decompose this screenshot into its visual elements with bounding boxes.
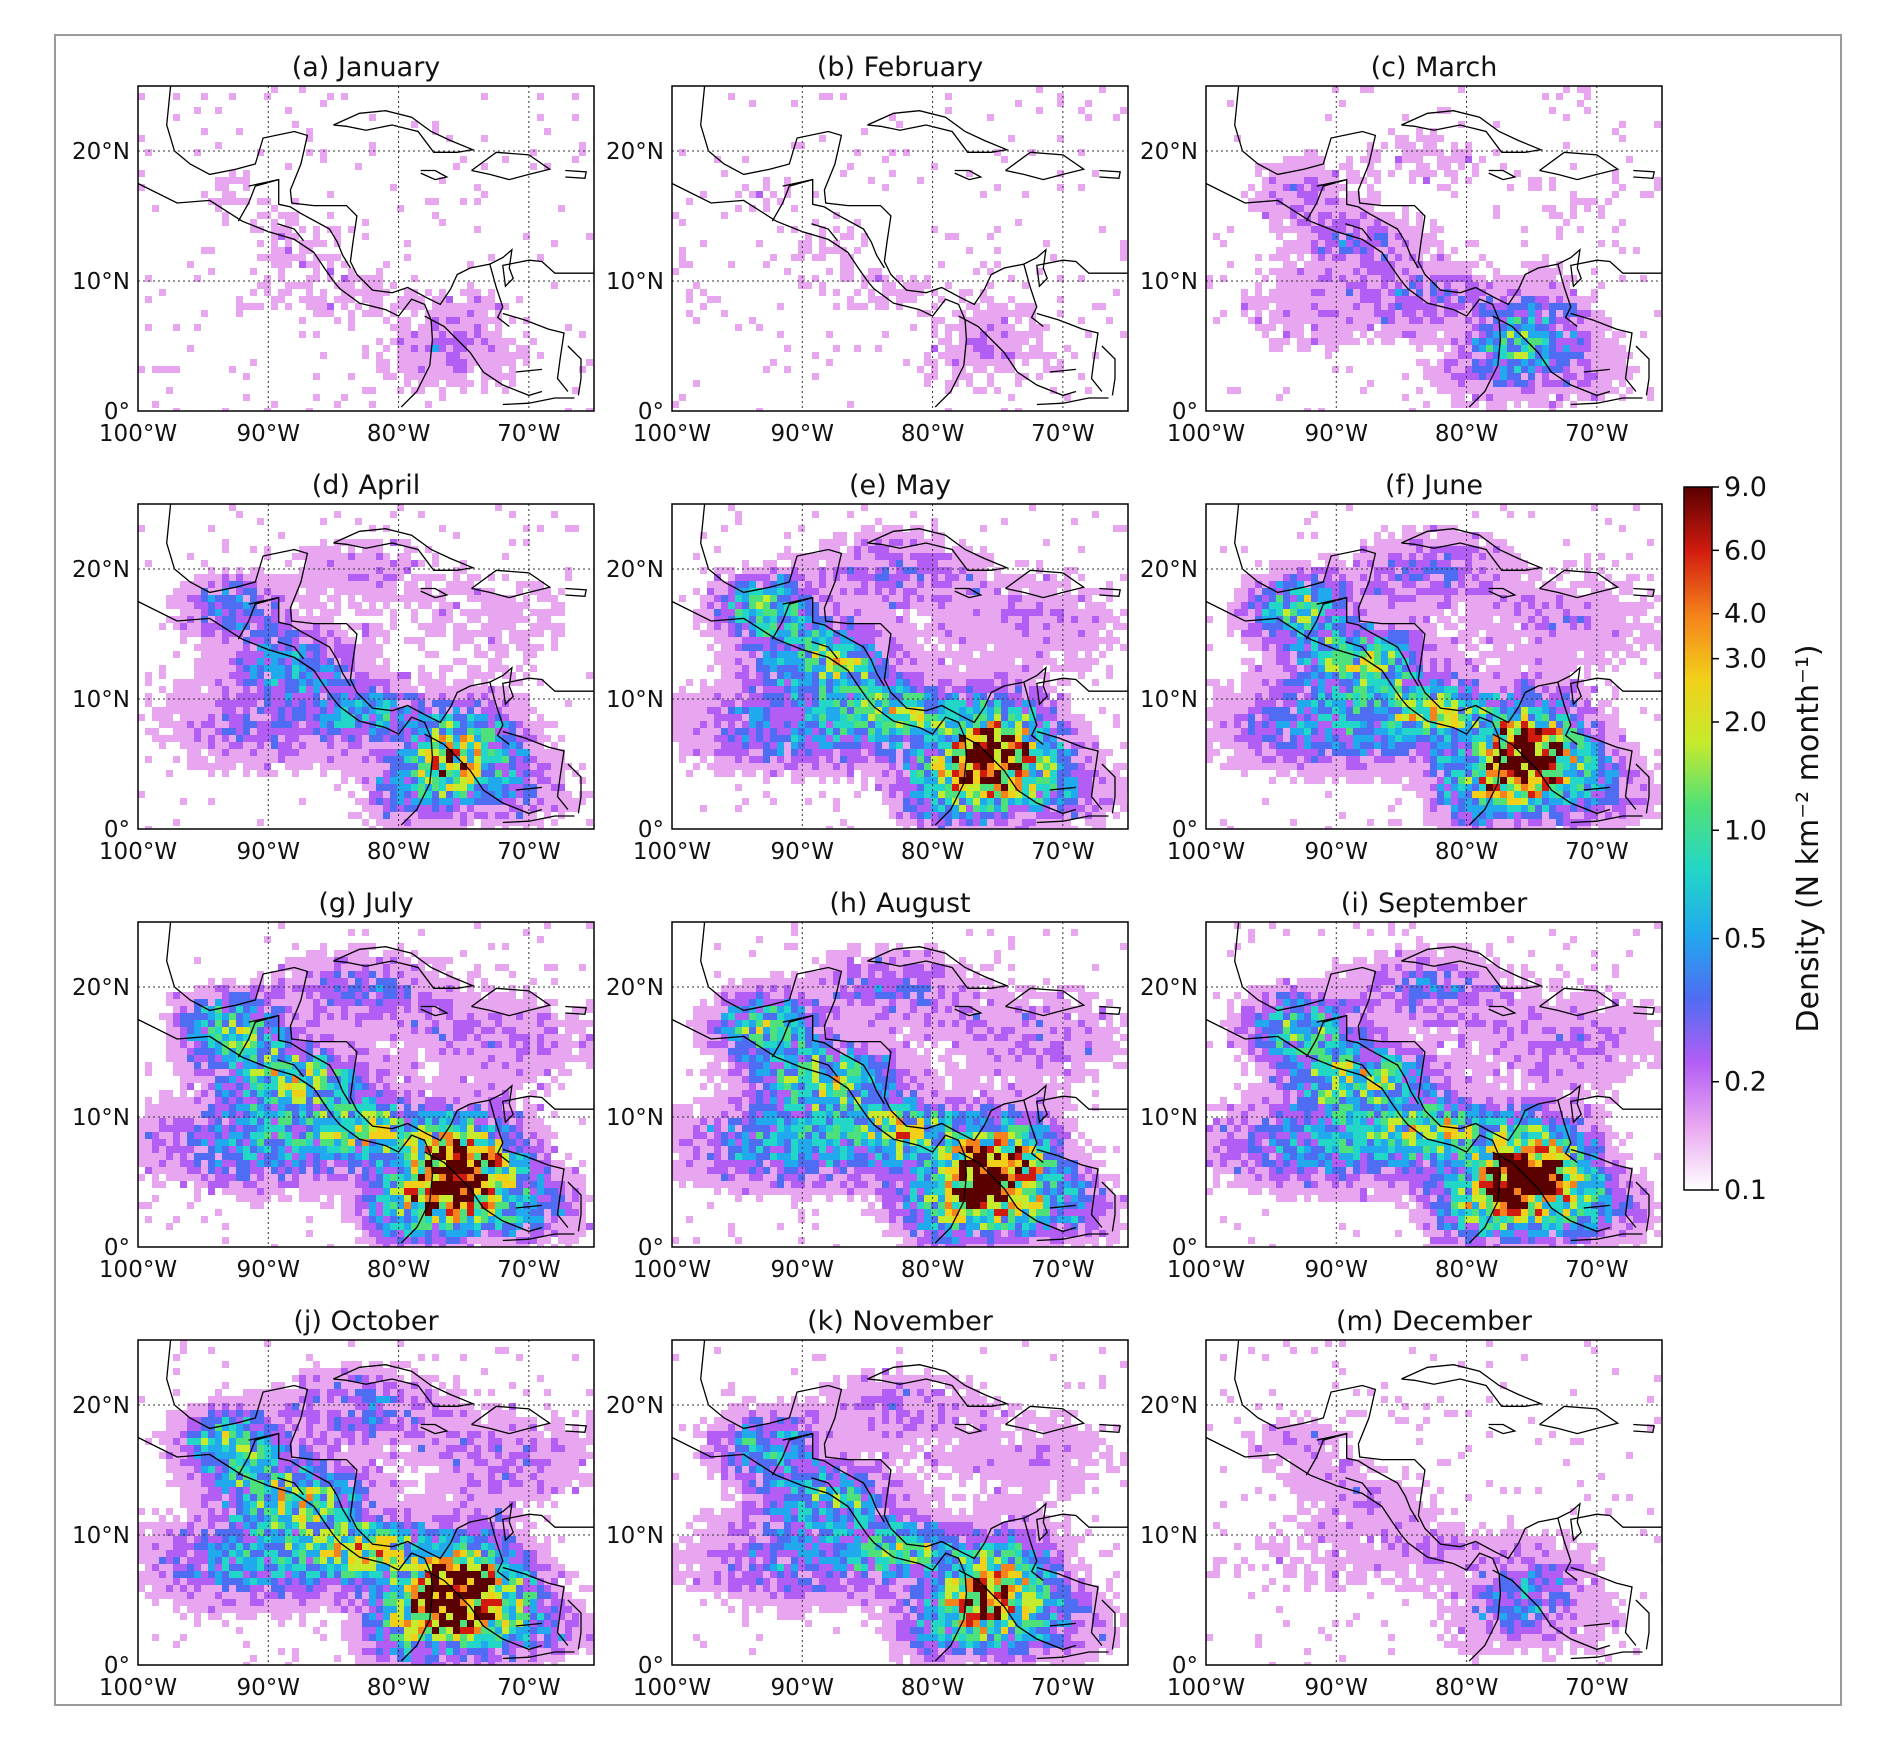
figure-frame xyxy=(54,34,1842,1706)
